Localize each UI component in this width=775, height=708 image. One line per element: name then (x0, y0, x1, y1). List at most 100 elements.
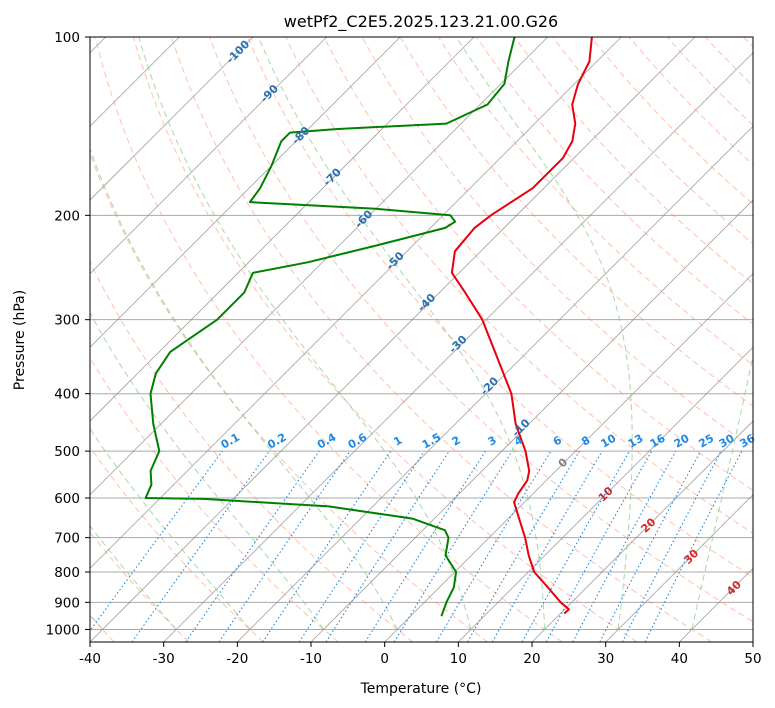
y-tick-label: 600 (54, 491, 80, 507)
dry-adiabat-line (94, 37, 563, 642)
x-tick-label: 20 (523, 651, 540, 667)
plot-frame (89, 36, 754, 643)
dry-adiabat-line (90, 446, 264, 642)
dry-adiabat-line (90, 260, 414, 642)
isotherm-line (90, 37, 327, 275)
dry-adiabat-line (666, 37, 753, 126)
y-tick-label: 400 (54, 387, 80, 403)
isotherm-line (531, 420, 753, 642)
mixing-ratio-line (325, 450, 450, 642)
dry-adiabat-line (704, 37, 753, 87)
dry-adiabat-line (399, 37, 753, 407)
temperature-line (450, 37, 593, 615)
dry-adiabat-line (171, 37, 712, 642)
background-lines (90, 37, 753, 642)
mixing-ratio-line (491, 450, 603, 642)
mixing-ratio-line (298, 450, 425, 642)
mixing-ratio-line (545, 450, 653, 642)
dry-adiabat-line (628, 37, 753, 166)
isotherm-line (90, 37, 475, 422)
chart-title: wetPf2_C2E5.2025.123.21.00.G26 (284, 12, 558, 32)
x-tick-label: 40 (671, 651, 688, 667)
dry-adiabat-line (209, 37, 753, 623)
y-tick-label: 700 (54, 531, 80, 547)
x-tick-label: 10 (450, 651, 467, 667)
moist-adiabat-line (90, 147, 398, 630)
moist-adiabat-line (138, 37, 472, 630)
dry-adiabat-line (743, 37, 753, 48)
x-tick-label: -20 (226, 651, 248, 667)
isotherm-line (90, 37, 254, 201)
dry-adiabat-line (476, 37, 753, 325)
mixing-ratio-line (521, 450, 630, 642)
mixing-ratio-label: 13 (626, 432, 646, 451)
y-tick-label: 800 (54, 565, 80, 581)
dewpoint-line (144, 37, 516, 617)
moist-adiabat-line (257, 37, 546, 630)
wet-bulb-label: -80 (289, 124, 312, 147)
mixing-ratio-label: 1 (391, 434, 404, 449)
wet-bulb-label: -20 (478, 374, 501, 397)
mixing-ratio-label: 6 (551, 433, 564, 448)
mixing-ratio-label: 30 (717, 431, 737, 450)
dry-adiabat-line (323, 37, 753, 491)
mixing-ratio-label: 2 (450, 434, 463, 449)
isotherm-line (384, 273, 753, 642)
wet-bulb-label: -70 (321, 165, 344, 188)
wet-bulb-label: -50 (384, 249, 407, 272)
y-tick-label: 500 (54, 444, 80, 460)
x-tick-label: 0 (380, 651, 389, 667)
y-tick-label: 100 (54, 30, 80, 46)
mixing-ratio-label: 0.1 (219, 431, 242, 452)
mixing-ratio-label: 0.6 (346, 430, 370, 451)
moist-adiabat-line (90, 525, 177, 630)
isotherm-line (90, 37, 401, 348)
isotherm-line (237, 125, 753, 642)
isotherm-line (163, 52, 753, 642)
moist-adiabat-line (691, 353, 753, 630)
moist-adiabat-line (90, 311, 324, 630)
moist-adiabat-line (455, 37, 633, 630)
mixing-ratio-line (599, 450, 701, 642)
isotherm-line (90, 37, 696, 642)
y-tick-label: 300 (54, 313, 80, 329)
mixing-ratio-line (131, 450, 270, 642)
axis-ticks: -40 -30 -20 -10 0 10 20 30 40 5010020030040050060… (46, 30, 762, 667)
mixing-ratio-line (393, 450, 513, 642)
mixing-ratio-line (435, 450, 552, 642)
mixing-ratio-line (185, 450, 320, 642)
dry-adiabat-line (361, 37, 753, 449)
mixing-ratio-line (218, 450, 351, 642)
isotherm-line (90, 37, 622, 569)
isotherm-line (752, 641, 753, 642)
mixing-ratio-label: 16 (648, 431, 668, 450)
x-tick-label: -30 (153, 651, 175, 667)
dry-adiabat-line (90, 531, 190, 642)
x-tick-label: 30 (597, 651, 614, 667)
mixing-ratio-line (467, 450, 580, 642)
isotherm-line (605, 494, 753, 642)
x-tick-label: 50 (744, 651, 761, 667)
dry-adiabat-line (247, 37, 753, 578)
dry-adiabat-line (437, 37, 753, 366)
dry-adiabat-line (90, 152, 488, 642)
x-axis-label: Temperature (°C) (360, 681, 482, 697)
y-axis-label: Pressure (hPa) (12, 290, 28, 390)
mixing-ratio-label: 25 (696, 432, 716, 451)
isotherm-line (90, 37, 548, 496)
isotherm-line (458, 346, 753, 642)
dry-adiabat-line (132, 37, 638, 642)
mixing-ratio-line (572, 450, 677, 642)
mixing-ratio-label: 0.2 (265, 431, 288, 452)
theta-e-label: 0 (556, 455, 571, 470)
mixing-ratio-line (90, 450, 223, 632)
mixing-ratio-line (262, 450, 392, 642)
dry-adiabat-line (514, 37, 753, 285)
y-tick-label: 1000 (46, 622, 80, 638)
mixing-ratio-label: 36 (738, 431, 758, 450)
profile-lines (144, 37, 593, 617)
x-tick-label: -40 (79, 651, 101, 667)
mixing-ratio-label: 3 (486, 434, 499, 449)
dry-adiabat-line (90, 356, 339, 642)
